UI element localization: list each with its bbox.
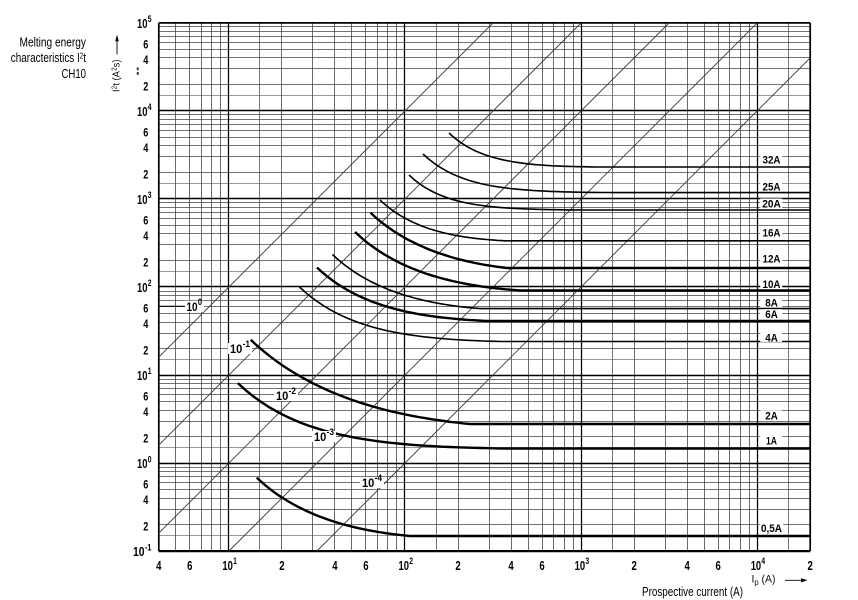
svg-text:2: 2	[143, 521, 148, 534]
svg-text:2: 2	[808, 559, 813, 573]
svg-text:32A: 32A	[763, 155, 781, 167]
svg-text:4: 4	[143, 318, 149, 331]
svg-text:8A: 8A	[765, 297, 778, 309]
svg-text:2: 2	[143, 433, 148, 446]
svg-text:2A: 2A	[765, 410, 778, 422]
svg-text:2: 2	[279, 559, 284, 573]
svg-text:12A: 12A	[763, 253, 781, 265]
svg-text:6: 6	[143, 126, 149, 139]
svg-text:1A: 1A	[766, 435, 777, 447]
svg-text:4: 4	[332, 559, 337, 573]
svg-text:4: 4	[508, 559, 513, 573]
svg-text:2: 2	[143, 80, 148, 93]
svg-text:6: 6	[143, 479, 149, 492]
svg-text:4: 4	[684, 559, 689, 573]
svg-text:6: 6	[539, 559, 544, 573]
svg-text:6: 6	[143, 302, 149, 315]
svg-text:I2t (A2s): I2t (A2s)	[112, 59, 123, 92]
svg-text:6: 6	[143, 214, 149, 227]
svg-text:6: 6	[187, 559, 192, 573]
svg-text:6: 6	[715, 559, 720, 573]
svg-text:4: 4	[156, 559, 161, 573]
svg-text:6A: 6A	[765, 309, 778, 321]
svg-text:6: 6	[143, 38, 149, 51]
svg-text:4: 4	[143, 494, 149, 507]
svg-text:4: 4	[143, 54, 149, 67]
svg-text:4: 4	[143, 142, 149, 155]
svg-text:25A: 25A	[763, 182, 781, 194]
svg-text:Melting energy: Melting energy	[20, 34, 87, 49]
svg-text:6: 6	[363, 559, 368, 573]
svg-text:characteristics I2t: characteristics I2t	[11, 50, 87, 65]
svg-text:20A: 20A	[762, 199, 781, 211]
svg-text:2: 2	[143, 168, 148, 181]
svg-text:2: 2	[143, 344, 148, 357]
svg-text:16A: 16A	[763, 228, 781, 240]
svg-text:0,5A: 0,5A	[761, 523, 782, 535]
svg-text:Prospective current (A): Prospective current (A)	[642, 584, 743, 599]
svg-text:CH10: CH10	[62, 66, 87, 81]
svg-text:4: 4	[143, 230, 149, 243]
svg-text:6: 6	[143, 390, 149, 403]
svg-text:2: 2	[143, 256, 148, 269]
svg-text:2: 2	[631, 559, 636, 573]
svg-text:10A: 10A	[763, 279, 781, 291]
svg-text:4: 4	[143, 406, 149, 419]
svg-text:4A: 4A	[765, 332, 778, 344]
svg-text:2: 2	[455, 559, 460, 573]
